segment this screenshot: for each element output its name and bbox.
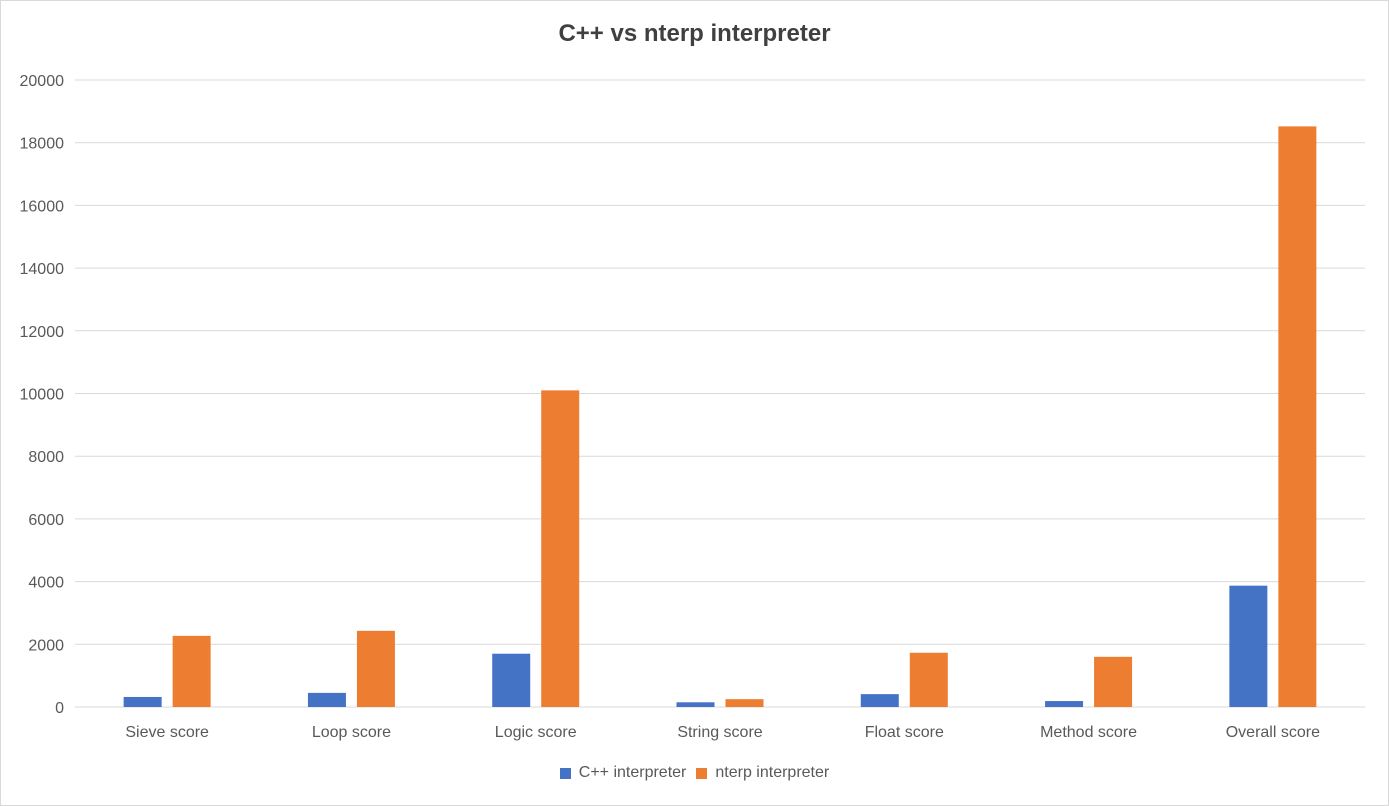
- y-tick-label: 2000: [28, 637, 64, 654]
- bar-cpp: [676, 702, 715, 707]
- y-tick-label: 16000: [20, 198, 65, 215]
- bar-cpp: [123, 696, 162, 707]
- bar-nterp: [725, 699, 764, 707]
- legend-label-cpp: C++ interpreter: [578, 764, 687, 781]
- bar-nterp: [909, 652, 948, 707]
- y-tick-label: 4000: [28, 575, 64, 592]
- x-tick-label: Float score: [865, 724, 944, 741]
- bar-cpp: [307, 692, 346, 707]
- bar-cpp: [860, 694, 899, 707]
- legend-label-nterp: nterp interpreter: [715, 764, 830, 781]
- y-tick-label: 10000: [20, 387, 65, 404]
- x-tick-label: Sieve score: [125, 724, 209, 741]
- y-tick-label: 6000: [28, 512, 64, 529]
- y-tick-label: 12000: [20, 324, 65, 341]
- x-tick-label: Loop score: [312, 724, 391, 741]
- legend-item-nterp: nterp interpreter: [696, 764, 829, 782]
- legend-item-cpp: C++ interpreter: [559, 764, 687, 782]
- x-tick-label: Logic score: [495, 724, 577, 741]
- bar-nterp: [1094, 656, 1133, 707]
- y-tick-label: 0: [55, 700, 64, 717]
- chart-title: C++ vs nterp interpreter: [558, 20, 831, 47]
- x-tick-label: String score: [677, 724, 762, 741]
- bar-nterp: [541, 390, 580, 707]
- legend: C++ interpreter nterp interpreter: [0, 764, 1389, 782]
- x-tick-label: Method score: [1040, 724, 1137, 741]
- y-tick-label: 8000: [28, 449, 64, 466]
- legend-swatch-cpp: [559, 767, 571, 779]
- bar-cpp: [492, 653, 531, 707]
- legend-swatch-nterp: [696, 767, 708, 779]
- bar-cpp: [1229, 585, 1268, 707]
- y-tick-label: 18000: [20, 136, 65, 153]
- x-tick-label: Overall score: [1226, 724, 1320, 741]
- bar-nterp: [1278, 126, 1317, 707]
- bar-nterp: [172, 635, 211, 707]
- y-tick-label: 20000: [20, 73, 65, 90]
- bar-cpp: [1045, 701, 1084, 707]
- bar-nterp: [356, 630, 395, 707]
- y-tick-label: 14000: [20, 261, 65, 278]
